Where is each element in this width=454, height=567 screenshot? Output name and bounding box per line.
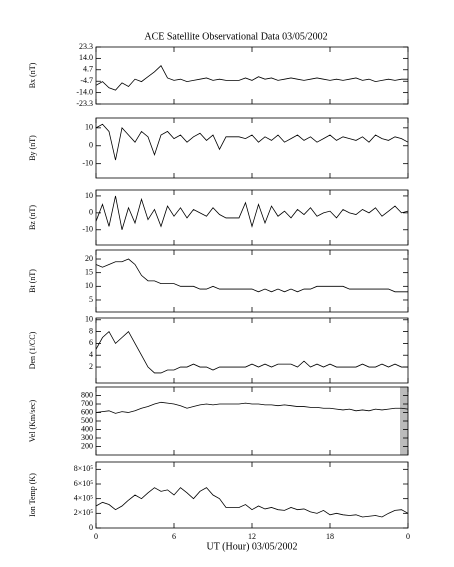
x-tick-label: 6 — [172, 532, 176, 541]
y-tick-label: 5 — [89, 295, 93, 304]
y-axis-label: Bz (nT) — [28, 205, 37, 230]
chart-title: ACE Satellite Observational Data 03/05/2… — [144, 31, 327, 42]
y-tick-label: 6 — [89, 338, 93, 347]
y-tick-label: 23.3 — [79, 42, 93, 51]
data-line — [95, 401, 409, 414]
y-tick-label: 8 — [89, 326, 93, 335]
y-tick-label: 6×10⁵ — [74, 479, 94, 488]
y-tick-label: 8×10⁵ — [74, 464, 94, 473]
data-line — [95, 65, 408, 91]
data-line — [95, 258, 408, 293]
y-axis-label: Den (1/CC) — [28, 331, 37, 369]
y-tick-label: 400 — [81, 424, 93, 433]
y-axis-label: Bt (nT) — [28, 269, 37, 293]
data-line — [95, 195, 409, 230]
y-tick-label: 0 — [89, 208, 93, 217]
y-tick-label: 15 — [85, 267, 93, 276]
y-tick-label: 20 — [85, 254, 93, 263]
y-tick-label: 10 — [85, 315, 93, 324]
y-axis-label: Ion Temp (K) — [28, 473, 37, 517]
y-tick-label: -23.3 — [76, 99, 93, 108]
y-axis-label: Vel (Km/sec) — [28, 399, 37, 442]
x-tick-label: 0 — [406, 532, 410, 541]
y-tick-label: 800 — [81, 390, 93, 399]
x-tick-label: 18 — [326, 532, 334, 541]
y-tick-label: -10 — [82, 158, 93, 167]
y-tick-label: -14.0 — [76, 87, 93, 96]
y-tick-label: 200 — [81, 441, 93, 450]
y-tick-label: 0 — [89, 523, 93, 532]
y-tick-label: 4.7 — [83, 65, 93, 74]
y-tick-label: 10 — [85, 191, 93, 200]
y-tick-label: 10 — [85, 123, 93, 132]
x-tick-label: 0 — [94, 532, 98, 541]
y-tick-label: 2×10⁵ — [74, 508, 94, 517]
data-line — [95, 487, 409, 518]
data-line — [95, 123, 409, 161]
y-tick-label: 2 — [89, 362, 93, 371]
data-line — [95, 330, 408, 374]
y-tick-label: 14.0 — [79, 53, 93, 62]
y-tick-label: 700 — [81, 399, 93, 408]
y-tick-label: 500 — [81, 416, 93, 425]
y-tick-label: 300 — [81, 433, 93, 442]
y-tick-label: 10 — [85, 281, 93, 290]
x-axis-label: UT (Hour) 03/05/2002 — [207, 541, 298, 552]
x-tick-label: 12 — [248, 532, 256, 541]
y-tick-label: -10 — [82, 225, 93, 234]
y-tick-label: 600 — [81, 407, 93, 416]
y-tick-label: 4 — [89, 350, 93, 359]
y-tick-label: 0 — [89, 141, 93, 150]
y-tick-label: 4×10⁵ — [74, 493, 94, 502]
y-axis-label: Bx (nT) — [28, 62, 37, 88]
y-axis-label: By (nT) — [28, 135, 37, 161]
y-tick-label: -4.7 — [80, 76, 93, 85]
